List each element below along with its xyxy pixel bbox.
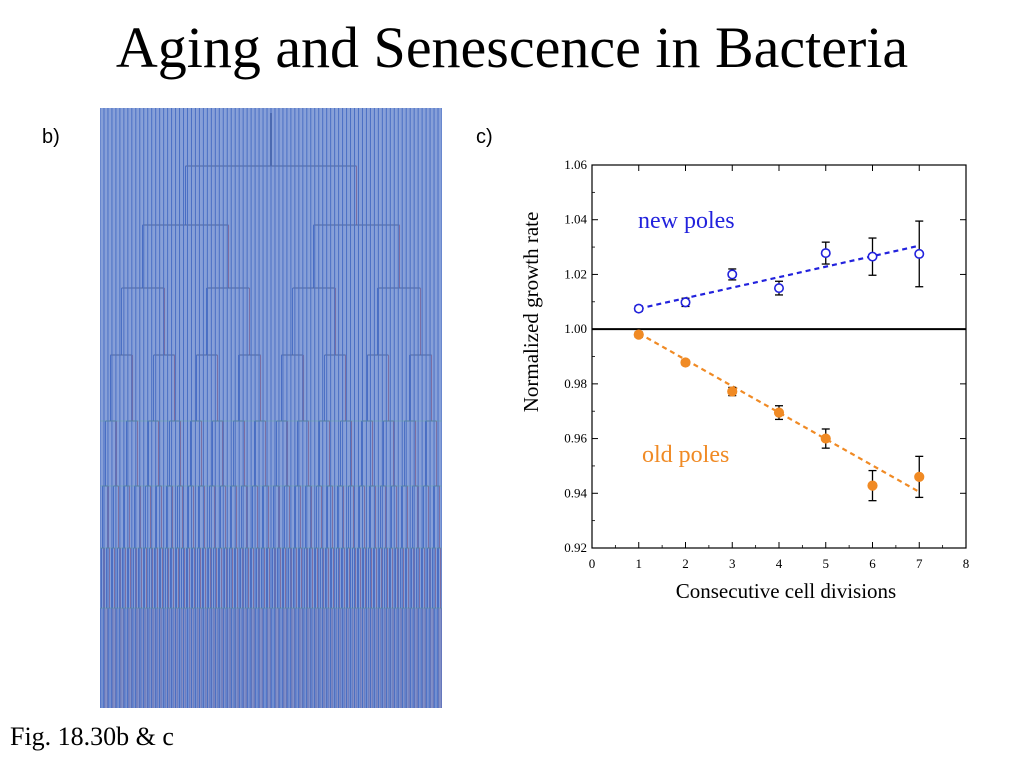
y-tick-label: 0.98 [564, 376, 587, 391]
old-poles-point [633, 329, 644, 340]
slide-title: Aging and Senescence in Bacteria [115, 15, 909, 80]
y-tick-label: 1.02 [564, 266, 587, 281]
legend-new-poles: new poles [638, 208, 735, 234]
old-poles-point [773, 407, 785, 418]
x-tick-label: 3 [729, 556, 736, 571]
panel-c-label: c) [476, 126, 493, 148]
chart-marks [633, 220, 925, 502]
x-tick-label: 1 [636, 556, 643, 571]
panel-b-label: b) [42, 126, 60, 148]
y-tick-label: 1.04 [564, 212, 587, 227]
old-poles-point [727, 386, 738, 397]
y-tick-label: 0.94 [564, 485, 587, 500]
new-poles-point [680, 297, 691, 308]
chart-xlabel: Consecutive cell divisions [676, 579, 896, 603]
x-tick-label: 0 [589, 556, 596, 571]
x-tick-label: 8 [963, 556, 970, 571]
chart-ylabel: Normalized growth rate [519, 212, 543, 413]
old-poles-point [867, 480, 878, 491]
old-poles-point [680, 357, 691, 368]
x-tick-label: 4 [776, 556, 783, 571]
new-poles-point [633, 303, 644, 314]
legend-old-poles: old poles [642, 442, 729, 468]
y-tick-label: 0.96 [564, 431, 587, 446]
old-poles-point [914, 471, 925, 482]
new-poles-point [914, 248, 925, 259]
x-tick-label: 2 [682, 556, 689, 571]
y-tick-label: 0.92 [564, 540, 587, 555]
x-tick-label: 5 [823, 556, 830, 571]
new-poles-point [773, 283, 784, 294]
new-poles-point [867, 251, 878, 262]
old-poles-point [820, 433, 831, 444]
figure-caption: Fig. 18.30b & c [10, 722, 174, 751]
y-tick-label: 1.00 [564, 321, 587, 336]
growth-rate-chart: 0 1 2 3 4 5 6 7 8 0.92 0.94 0.96 0.98 1.00 1.02 1.04 1.0… [519, 157, 969, 603]
lineage-tree [100, 108, 442, 708]
new-poles-point [727, 269, 738, 280]
y-tick-label: 1.06 [564, 157, 587, 172]
new-poles-point [820, 248, 831, 259]
x-tick-label: 7 [916, 556, 923, 571]
chart-axes: 0 1 2 3 4 5 6 7 8 0.92 0.94 0.96 0.98 1.00 1.02 1.04 1.0… [564, 157, 969, 571]
x-tick-label: 6 [869, 556, 876, 571]
